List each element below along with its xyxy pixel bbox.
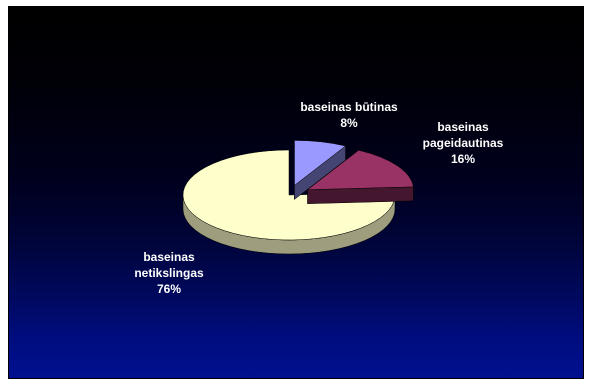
pie-slices xyxy=(182,140,414,255)
pie-label-text: pageidautinas xyxy=(423,136,504,150)
chart-frame: baseinas būtinas 8% baseinas pageidautinas 1… xyxy=(8,6,584,379)
pie-label-percent: 16% xyxy=(451,152,475,166)
pie-slice-baseinas-butinas xyxy=(294,140,347,200)
pie-slice-top xyxy=(182,149,396,241)
pie-slice-top xyxy=(294,140,347,186)
pie-labels: baseinas būtinas 8% baseinas pageidautinas 1… xyxy=(134,100,503,296)
pie-slice-baseinas-netikslingas xyxy=(182,149,396,255)
pie-label-percent: 8% xyxy=(340,116,358,130)
pie-chart: baseinas būtinas 8% baseinas pageidautinas 1… xyxy=(134,100,503,296)
pie-label-text: baseinas xyxy=(143,250,195,264)
pie-label: baseinas būtinas 8% xyxy=(300,100,398,130)
pie-label-percent: 76% xyxy=(157,282,181,296)
pie-label-text: baseinas xyxy=(437,120,489,134)
pie-slice-baseinas-pageidautinas xyxy=(306,149,414,205)
pie-label-text: baseinas būtinas xyxy=(300,100,398,114)
pie-slice-top xyxy=(306,149,414,190)
pie-label: baseinas netikslingas 76% xyxy=(134,250,204,296)
pie-label-text: netikslingas xyxy=(134,266,204,280)
pie-label: baseinas pageidautinas 16% xyxy=(423,120,504,166)
